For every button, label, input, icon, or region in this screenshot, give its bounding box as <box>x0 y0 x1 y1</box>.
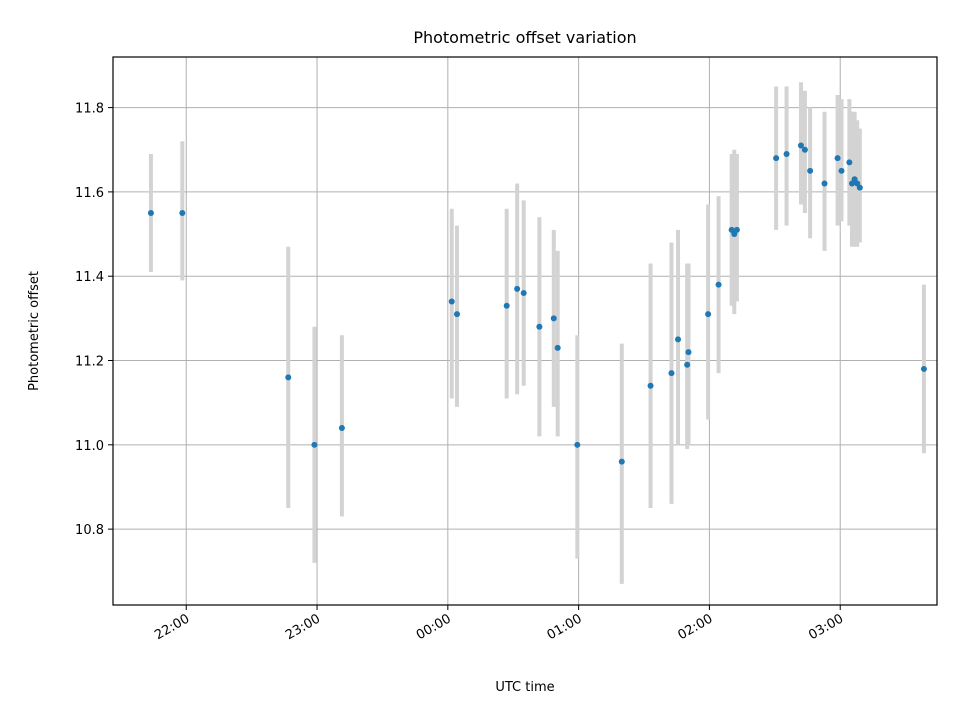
data-point <box>773 155 780 162</box>
data-point <box>285 374 292 381</box>
data-point <box>574 441 581 448</box>
x-tick-label: 03:00 <box>806 611 846 643</box>
data-point <box>807 167 814 174</box>
data-point <box>554 344 561 351</box>
x-axis-label: UTC time <box>495 680 554 695</box>
data-point <box>503 302 510 309</box>
data-point <box>618 458 625 465</box>
data-point <box>715 281 722 288</box>
data-point <box>668 370 675 377</box>
data-points <box>147 142 927 465</box>
y-tick-label: 11.8 <box>75 102 104 117</box>
data-point <box>550 315 557 322</box>
data-point <box>448 298 455 305</box>
x-tick-label: 23:00 <box>283 611 323 643</box>
data-point <box>179 209 186 216</box>
y-tick-label: 10.8 <box>75 523 104 538</box>
error-bars <box>148 82 926 584</box>
data-point <box>797 142 804 149</box>
y-tick-label: 11.0 <box>75 439 104 454</box>
data-point <box>647 382 654 389</box>
data-point <box>684 361 691 368</box>
data-point <box>838 167 845 174</box>
y-axis-label: Photometric offset <box>27 271 42 391</box>
data-point <box>834 155 841 162</box>
y-tick-label: 11.4 <box>75 270 104 285</box>
y-tick-label: 11.6 <box>75 186 104 201</box>
data-point <box>311 441 318 448</box>
data-point <box>846 159 853 166</box>
data-point <box>856 184 863 191</box>
data-point <box>685 349 692 356</box>
data-point <box>733 226 740 233</box>
x-tick-label: 22:00 <box>152 611 192 643</box>
data-point <box>536 323 543 330</box>
data-point <box>705 311 712 318</box>
data-point <box>147 209 154 216</box>
plot-frame <box>112 56 938 606</box>
x-tick-label: 02:00 <box>675 611 715 643</box>
data-point <box>338 424 345 431</box>
data-point <box>821 180 828 187</box>
data-point <box>514 285 521 292</box>
data-point <box>783 150 790 157</box>
data-point <box>675 336 682 343</box>
data-point <box>520 290 527 297</box>
data-point <box>453 311 460 318</box>
data-point <box>801 146 808 153</box>
x-tick-label: 00:00 <box>414 611 454 643</box>
data-point <box>920 365 927 372</box>
x-tick-label: 01:00 <box>545 611 585 643</box>
chart-title: Photometric offset variation <box>413 28 636 47</box>
y-tick-label: 11.2 <box>75 355 104 370</box>
